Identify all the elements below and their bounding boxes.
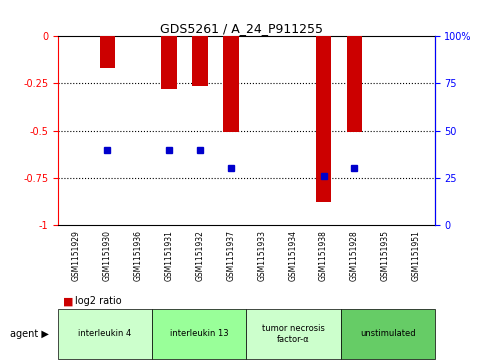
Bar xyxy=(192,36,208,86)
Text: unstimulated: unstimulated xyxy=(360,330,415,338)
Bar xyxy=(161,36,177,89)
Text: GDS5261 / A_24_P911255: GDS5261 / A_24_P911255 xyxy=(160,22,323,35)
Bar xyxy=(347,36,362,132)
Text: ■: ■ xyxy=(63,296,73,306)
Text: agent ▶: agent ▶ xyxy=(10,329,48,339)
Text: ■: ■ xyxy=(63,314,73,325)
Text: tumor necrosis
factor-α: tumor necrosis factor-α xyxy=(262,324,325,344)
Text: percentile rank within the sample: percentile rank within the sample xyxy=(75,314,240,325)
Bar xyxy=(316,36,331,203)
Text: log2 ratio: log2 ratio xyxy=(75,296,122,306)
Bar xyxy=(99,36,115,68)
Bar xyxy=(223,36,239,132)
Text: interleukin 4: interleukin 4 xyxy=(78,330,132,338)
Text: interleukin 13: interleukin 13 xyxy=(170,330,228,338)
